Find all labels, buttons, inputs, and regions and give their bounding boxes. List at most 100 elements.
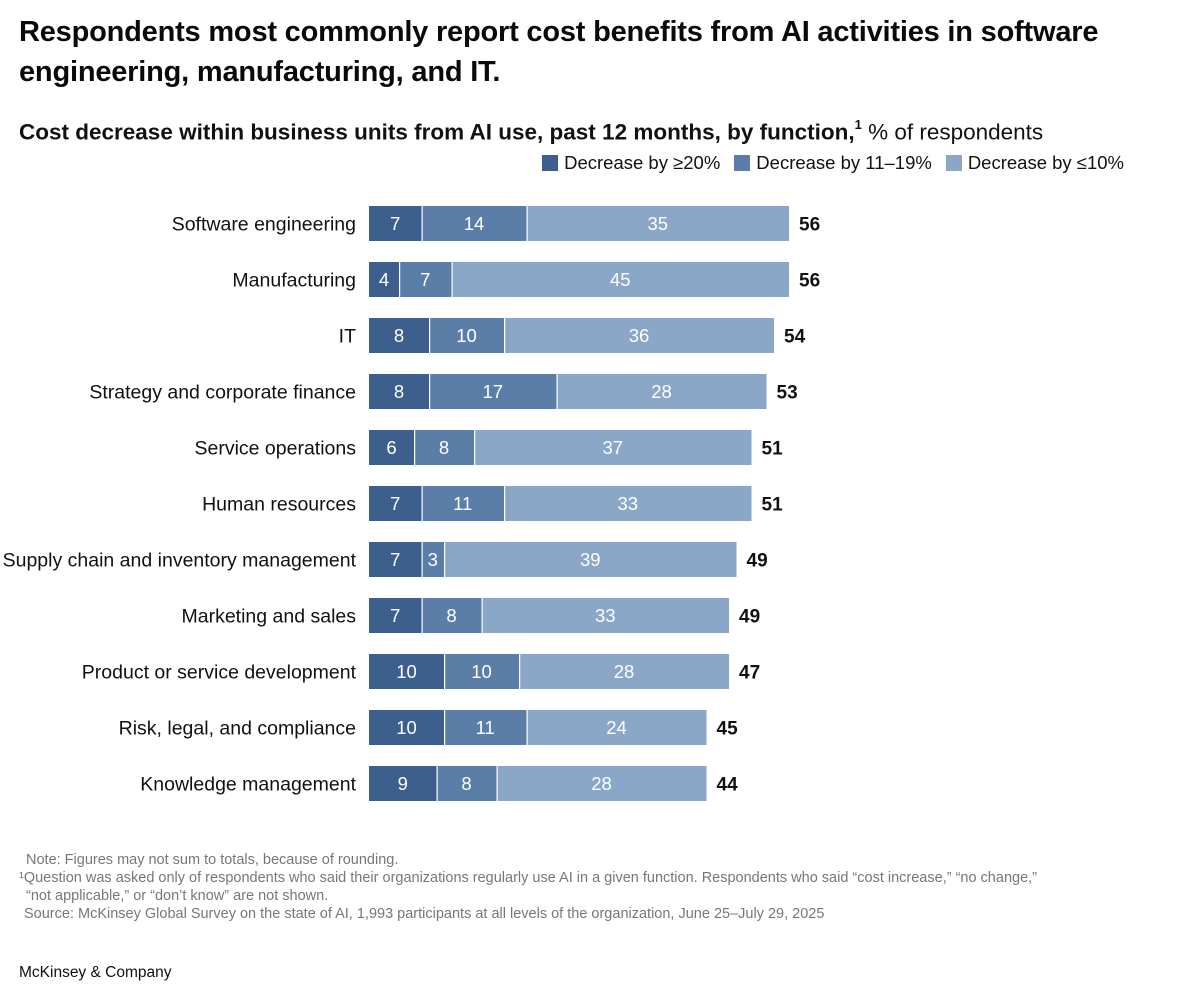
legend-label-11-19: Decrease by 11–19% bbox=[756, 152, 932, 173]
category-label-risk-legal-and-compliance: Risk, legal, and compliance bbox=[119, 718, 356, 740]
bar-divider-service-operations-2 bbox=[414, 430, 416, 465]
bar-segment-risk-legal-and-compliance-2 bbox=[444, 710, 527, 745]
data-label-risk-legal-and-compliance-1: 10 bbox=[396, 717, 417, 738]
data-label-strategy-and-corporate-finance-1: 8 bbox=[394, 381, 404, 402]
bar-segment-product-or-service-development-1 bbox=[369, 654, 444, 689]
bar-segment-product-or-service-development-2 bbox=[444, 654, 519, 689]
data-label-service-operations-2: 8 bbox=[439, 437, 449, 458]
bar-segment-service-operations-1 bbox=[369, 430, 414, 465]
total-label-knowledge-management: 44 bbox=[717, 775, 739, 796]
bar-divider-strategy-and-corporate-finance-2 bbox=[429, 374, 431, 409]
data-label-it-3: 36 bbox=[629, 325, 650, 346]
category-label-strategy-and-corporate-finance: Strategy and corporate finance bbox=[89, 382, 356, 404]
bar-divider-software-engineering-3 bbox=[526, 206, 528, 241]
bar-segment-knowledge-management-3 bbox=[496, 766, 707, 801]
data-label-manufacturing-3: 45 bbox=[610, 269, 631, 290]
bar-divider-manufacturing-2 bbox=[399, 262, 401, 297]
chart-legend: Decrease by ≥20% Decrease by 11–19% Decr… bbox=[542, 152, 1124, 174]
total-label-software-engineering: 56 bbox=[799, 215, 820, 236]
data-label-product-or-service-development-3: 28 bbox=[614, 661, 635, 682]
bar-segment-product-or-service-development-3 bbox=[519, 654, 729, 689]
bar-divider-knowledge-management-2 bbox=[436, 766, 438, 801]
bar-divider-product-or-service-development-2 bbox=[444, 654, 446, 689]
category-label-it: IT bbox=[339, 326, 356, 348]
data-label-software-engineering-2: 14 bbox=[464, 213, 485, 234]
bar-segment-it-1 bbox=[369, 318, 429, 353]
bar-segment-supply-chain-and-inventory-management-1 bbox=[369, 542, 422, 577]
data-label-it-2: 10 bbox=[456, 325, 477, 346]
stacked-bar-chart: Software engineering 7 14 35 56 Manufacturing… bbox=[3, 206, 820, 801]
bar-divider-risk-legal-and-compliance-2 bbox=[444, 710, 446, 745]
bar-segment-marketing-and-sales-1 bbox=[369, 598, 422, 633]
total-label-supply-chain-and-inventory-management: 49 bbox=[747, 551, 768, 572]
bar-divider-marketing-and-sales-3 bbox=[481, 598, 483, 633]
category-label-marketing-and-sales: Marketing and sales bbox=[181, 606, 356, 628]
legend-swatch-11-19 bbox=[734, 155, 751, 171]
bar-segment-strategy-and-corporate-finance-3 bbox=[556, 374, 767, 409]
bar-segment-human-resources-3 bbox=[504, 486, 752, 521]
note-footnote: ¹Question was asked only of respondents … bbox=[19, 870, 1037, 886]
bar-segment-it-3 bbox=[504, 318, 774, 353]
bar-segment-human-resources-2 bbox=[421, 486, 504, 521]
chart-notes: Note: Figures may not sum to totals, bec… bbox=[19, 851, 1169, 923]
category-label-product-or-service-development: Product or service development bbox=[82, 662, 357, 684]
data-label-knowledge-management-1: 9 bbox=[398, 773, 408, 794]
bar-divider-it-2 bbox=[429, 318, 431, 353]
bar-segment-software-engineering-2 bbox=[421, 206, 527, 241]
bar-divider-human-resources-3 bbox=[504, 486, 506, 521]
data-label-service-operations-3: 37 bbox=[602, 437, 623, 458]
legend-swatch-ge20 bbox=[542, 155, 559, 171]
data-label-supply-chain-and-inventory-management-3: 39 bbox=[580, 549, 601, 570]
bar-divider-knowledge-management-3 bbox=[496, 766, 498, 801]
bar-divider-manufacturing-3 bbox=[451, 262, 453, 297]
category-label-service-operations: Service operations bbox=[194, 438, 356, 460]
bar-segment-knowledge-management-2 bbox=[436, 766, 497, 801]
bar-segment-supply-chain-and-inventory-management-3 bbox=[444, 542, 737, 577]
data-label-product-or-service-development-1: 10 bbox=[396, 661, 417, 682]
bar-segment-service-operations-3 bbox=[474, 430, 752, 465]
total-label-service-operations: 51 bbox=[762, 439, 784, 460]
bar-segment-manufacturing-3 bbox=[451, 262, 789, 297]
data-label-product-or-service-development-2: 10 bbox=[471, 661, 492, 682]
data-label-knowledge-management-2: 8 bbox=[461, 773, 471, 794]
data-label-human-resources-1: 7 bbox=[390, 493, 400, 514]
category-label-human-resources: Human resources bbox=[202, 494, 356, 516]
bar-segment-manufacturing-1 bbox=[369, 262, 399, 297]
bar-divider-it-3 bbox=[504, 318, 506, 353]
total-label-risk-legal-and-compliance: 45 bbox=[717, 719, 739, 740]
bar-segment-strategy-and-corporate-finance-1 bbox=[369, 374, 429, 409]
bar-segment-knowledge-management-1 bbox=[369, 766, 437, 801]
bar-segment-marketing-and-sales-2 bbox=[421, 598, 482, 633]
category-label-knowledge-management: Knowledge management bbox=[140, 774, 356, 796]
data-label-marketing-and-sales-3: 33 bbox=[595, 605, 616, 626]
chart-headline: Respondents most commonly report cost be… bbox=[19, 16, 1099, 88]
data-label-human-resources-2: 11 bbox=[453, 493, 472, 514]
data-label-strategy-and-corporate-finance-2: 17 bbox=[482, 381, 503, 402]
legend-item-le10: Decrease by ≤10% bbox=[945, 152, 1124, 174]
data-label-supply-chain-and-inventory-management-2: 3 bbox=[428, 549, 438, 570]
bar-divider-risk-legal-and-compliance-3 bbox=[526, 710, 528, 745]
subtitle-unit: % of respondents bbox=[861, 119, 1044, 145]
bar-segment-service-operations-2 bbox=[414, 430, 474, 465]
bar-divider-service-operations-3 bbox=[474, 430, 476, 465]
total-label-it: 54 bbox=[784, 327, 806, 348]
bar-divider-marketing-and-sales-2 bbox=[421, 598, 423, 633]
bar-segment-marketing-and-sales-3 bbox=[481, 598, 729, 633]
note-footnote-cont: “not applicable,” or “don’t know” are no… bbox=[26, 888, 329, 904]
note-source: Source: McKinsey Global Survey on the st… bbox=[24, 906, 825, 922]
category-label-software-engineering: Software engineering bbox=[172, 214, 356, 236]
total-label-product-or-service-development: 47 bbox=[739, 663, 760, 684]
bar-segment-strategy-and-corporate-finance-2 bbox=[429, 374, 557, 409]
data-label-risk-legal-and-compliance-3: 24 bbox=[606, 717, 627, 738]
bar-segment-software-engineering-1 bbox=[369, 206, 422, 241]
bar-segment-risk-legal-and-compliance-3 bbox=[526, 710, 707, 745]
legend-label-ge20: Decrease by ≥20% bbox=[564, 152, 721, 173]
bar-segment-supply-chain-and-inventory-management-2 bbox=[421, 542, 444, 577]
bar-divider-supply-chain-and-inventory-management-2 bbox=[421, 542, 423, 577]
chart-subtitle: Cost decrease within business units from… bbox=[19, 112, 1043, 148]
subtitle-main: Cost decrease within business units from… bbox=[19, 119, 855, 145]
category-label-supply-chain-and-inventory-management: Supply chain and inventory management bbox=[3, 550, 357, 572]
total-label-marketing-and-sales: 49 bbox=[739, 607, 760, 628]
data-label-manufacturing-1: 4 bbox=[379, 269, 389, 290]
bar-segment-risk-legal-and-compliance-1 bbox=[369, 710, 444, 745]
